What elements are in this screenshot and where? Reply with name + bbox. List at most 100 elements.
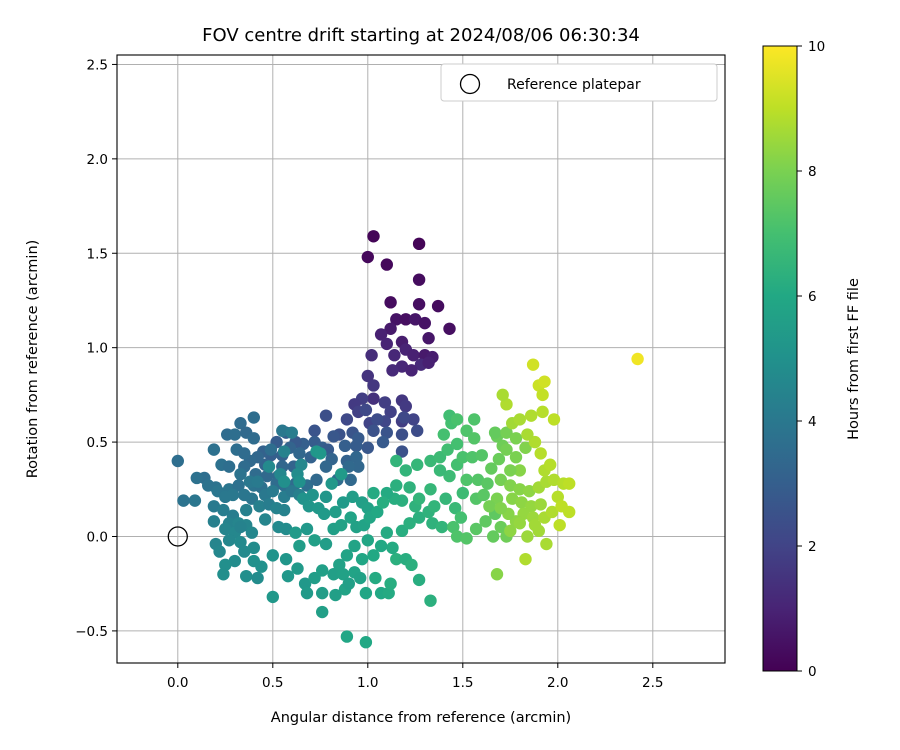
data-point <box>504 479 517 492</box>
data-point <box>260 469 274 483</box>
data-point <box>302 500 316 513</box>
data-point <box>213 545 226 558</box>
data-point <box>411 458 424 471</box>
data-point <box>308 424 321 437</box>
data-point <box>500 398 513 411</box>
data-point <box>460 532 473 545</box>
x-axis: 0.0 0.5 1.0 1.5 2.0 2.5 <box>167 663 664 691</box>
data-point <box>494 501 507 515</box>
data-point <box>468 413 481 426</box>
data-point <box>422 332 435 345</box>
data-point <box>534 447 547 460</box>
data-point <box>188 494 202 507</box>
data-point <box>202 479 215 492</box>
data-point <box>262 460 276 473</box>
data-point <box>443 469 456 483</box>
data-point <box>207 443 221 456</box>
colorbar-tick-label: 4 <box>808 414 817 430</box>
data-point <box>310 473 323 487</box>
data-point <box>536 405 549 419</box>
data-point <box>251 475 264 488</box>
data-point <box>485 462 498 475</box>
data-point <box>390 313 403 326</box>
x-tick-label: 2.5 <box>642 675 663 691</box>
data-point <box>435 520 449 534</box>
data-point <box>361 501 374 515</box>
data-point <box>226 488 240 502</box>
data-point <box>449 501 462 515</box>
data-point <box>525 409 538 422</box>
data-point <box>488 426 502 439</box>
data-point <box>447 520 460 534</box>
colorbar-tick-label: 6 <box>808 289 817 305</box>
data-point <box>276 424 289 437</box>
data-point <box>390 454 403 468</box>
y-axis: −0.5 0.0 0.5 1.0 1.5 2.0 2.5 <box>75 57 117 640</box>
data-point <box>407 349 420 362</box>
data-point <box>367 424 380 437</box>
reference-marker <box>167 526 188 547</box>
data-point <box>367 392 380 405</box>
data-point <box>219 522 232 536</box>
colorbar-tick-label: 10 <box>808 39 825 55</box>
data-point <box>515 496 528 509</box>
data-point <box>494 473 507 487</box>
data-point <box>468 432 481 445</box>
data-point <box>316 586 329 600</box>
data-point <box>551 490 564 504</box>
data-point <box>336 496 350 509</box>
data-point <box>407 413 420 426</box>
data-point <box>519 441 532 454</box>
data-point <box>340 549 354 562</box>
colorbar-gradient <box>762 45 798 672</box>
data-point <box>380 526 393 539</box>
data-point <box>319 460 333 473</box>
data-point <box>450 437 464 451</box>
data-point <box>405 558 418 572</box>
y-axis-label: Rotation from reference (arcmin) <box>25 240 41 479</box>
data-point <box>329 505 342 519</box>
data-point <box>450 413 464 426</box>
data-point <box>536 388 549 402</box>
data-point <box>397 411 411 424</box>
data-point <box>240 569 253 583</box>
data-point <box>384 296 397 309</box>
data-point <box>481 477 494 490</box>
y-tick-label: 0.5 <box>87 435 108 451</box>
data-point <box>217 503 230 517</box>
data-point <box>390 479 403 492</box>
x-tick-label: 0.5 <box>262 675 283 691</box>
data-point <box>528 435 542 449</box>
data-point <box>384 405 397 419</box>
data-point <box>369 571 382 585</box>
data-point <box>217 568 230 581</box>
x-tick-label: 1.0 <box>357 675 378 691</box>
data-point <box>433 450 447 464</box>
data-point <box>346 490 359 504</box>
data-point <box>352 460 365 473</box>
data-point <box>340 630 354 643</box>
data-point <box>361 441 374 454</box>
data-point <box>350 439 363 453</box>
data-point <box>395 524 409 538</box>
data-point <box>374 328 388 341</box>
data-point <box>513 464 526 477</box>
data-point <box>293 447 306 460</box>
data-point <box>409 313 422 326</box>
data-point <box>367 549 380 562</box>
data-point <box>359 586 373 600</box>
data-point <box>314 447 327 460</box>
data-point <box>500 426 513 439</box>
data-point <box>234 520 247 534</box>
data-point <box>359 403 373 417</box>
data-point <box>525 500 538 513</box>
legend[interactable]: Reference platepar <box>440 63 718 102</box>
data-point <box>523 484 536 498</box>
data-point <box>222 534 236 547</box>
data-point <box>376 435 390 449</box>
data-point <box>298 577 312 590</box>
colorbar-tick-label: 8 <box>808 164 817 180</box>
data-point <box>504 464 517 477</box>
data-point <box>371 505 384 519</box>
